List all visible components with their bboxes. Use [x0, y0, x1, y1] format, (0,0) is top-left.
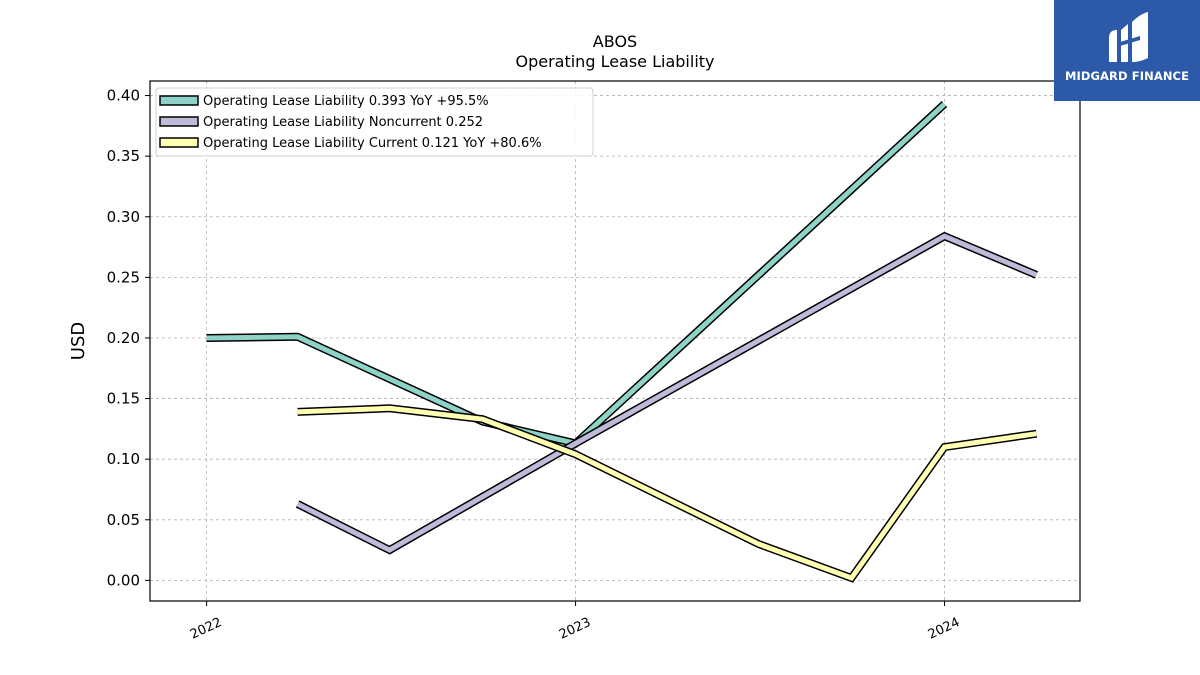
y-tick-label: 0.15	[107, 390, 140, 408]
logo-mark-icon	[1109, 12, 1148, 62]
y-axis-label: USD	[68, 322, 89, 360]
series-line	[296, 233, 1038, 553]
x-tick-label: 2024	[926, 615, 962, 643]
grid-lines	[150, 81, 1080, 601]
x-tick-label: 2022	[188, 615, 224, 643]
legend-swatch	[159, 137, 199, 148]
series-line-outline	[297, 404, 1038, 583]
y-axis: 0.00 0.05 0.10 0.15 0.20 0.25 0.30 0.35 0.40	[107, 87, 150, 589]
legend-swatch	[159, 116, 199, 127]
y-tick-label: 0.20	[107, 329, 140, 347]
midgard-finance-logo: MIDGARD FINANCE	[1054, 0, 1200, 101]
legend-box	[155, 87, 594, 157]
logo-text: MIDGARD FINANCE	[1064, 69, 1190, 83]
series-3	[297, 404, 1038, 583]
series-layer	[206, 101, 1039, 583]
legend-swatch	[159, 95, 199, 106]
y-tick-label: 0.00	[107, 571, 140, 589]
legend-label: Operating Lease Liability Noncurrent 0.2…	[203, 115, 483, 130]
x-tick-label: 2023	[557, 615, 593, 643]
legend-label: Operating Lease Liability 0.393 YoY +95.…	[203, 94, 489, 109]
series-line	[297, 405, 1037, 582]
series-2	[295, 231, 1039, 555]
y-tick-label: 0.25	[107, 268, 140, 286]
y-tick-label: 0.35	[107, 147, 140, 165]
y-tick-label: 0.05	[107, 511, 140, 529]
y-tick-label: 0.30	[107, 208, 140, 226]
legend-label: Operating Lease Liability Current 0.121 …	[203, 136, 542, 151]
chart-title: ABOS	[593, 32, 637, 51]
y-tick-label: 0.40	[107, 87, 140, 105]
chart-subtitle: Operating Lease Liability	[515, 52, 714, 71]
x-axis: 2022 2023 2024	[188, 601, 962, 643]
legend: Operating Lease Liability 0.393 YoY +95.…	[155, 87, 594, 157]
plot-frame	[149, 80, 1081, 602]
y-tick-label: 0.10	[107, 450, 140, 468]
